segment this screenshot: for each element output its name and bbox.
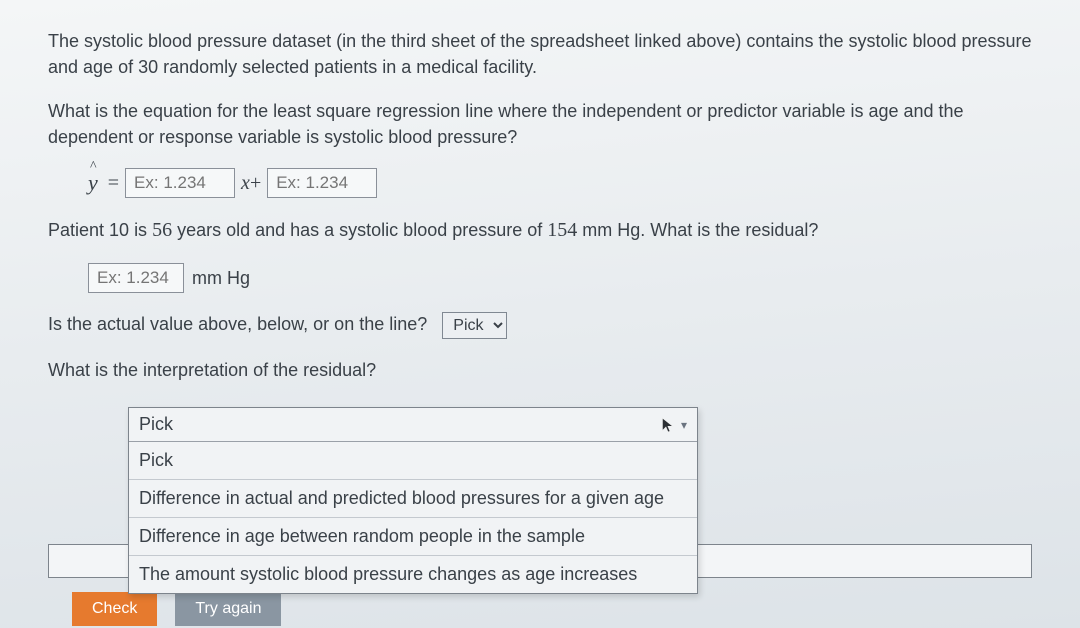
bp-value: 154 <box>547 219 577 241</box>
x-plus: x+ <box>241 172 261 195</box>
question-2: Patient 10 is 56 years old and has a sys… <box>48 216 1032 245</box>
equals-sign: = <box>108 172 119 195</box>
y-hat-symbol: y <box>88 170 102 196</box>
check-button[interactable]: Check <box>72 592 157 626</box>
chevron-down-icon: ▾ <box>661 416 687 434</box>
question-3-row: Is the actual value above, below, or on … <box>48 311 1032 339</box>
intercept-input[interactable] <box>267 168 377 198</box>
try-again-button[interactable]: Try again <box>175 592 281 626</box>
equation-row: y = x+ <box>88 168 1032 198</box>
question-1: What is the equation for the least squar… <box>48 98 1032 150</box>
age-value: 56 <box>152 219 172 241</box>
dropdown-selected[interactable]: Pick ▾ <box>129 408 697 442</box>
interpretation-dropdown[interactable]: Pick ▾ Pick Difference in actual and pre… <box>128 407 698 594</box>
question-4: What is the interpretation of the residu… <box>48 357 1032 383</box>
slope-input[interactable] <box>125 168 235 198</box>
dropdown-option[interactable]: Pick <box>129 442 697 479</box>
intro-text: The systolic blood pressure dataset (in … <box>48 28 1032 80</box>
residual-row: mm Hg <box>88 263 1032 293</box>
dropdown-option[interactable]: Difference in actual and predicted blood… <box>129 479 697 517</box>
residual-input[interactable] <box>88 263 184 293</box>
residual-unit: mm Hg <box>192 268 250 289</box>
above-below-select[interactable]: Pick <box>442 312 507 339</box>
dropdown-option[interactable]: Difference in age between random people … <box>129 517 697 555</box>
question-3: Is the actual value above, below, or on … <box>48 314 427 334</box>
dropdown-option[interactable]: The amount systolic blood pressure chang… <box>129 555 697 593</box>
cursor-icon <box>661 416 675 434</box>
